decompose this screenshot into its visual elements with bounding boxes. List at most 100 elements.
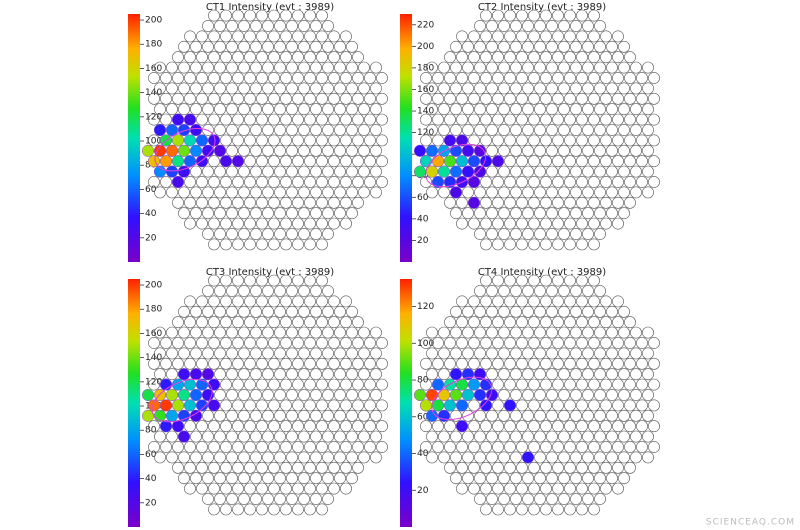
camera-pixel bbox=[624, 155, 636, 168]
camera-pixel bbox=[516, 295, 528, 308]
camera-pixel bbox=[322, 207, 334, 220]
camera-pixel bbox=[214, 305, 226, 318]
camera-pixel bbox=[522, 61, 534, 74]
camera-pixel bbox=[346, 61, 358, 74]
camera-pixel bbox=[594, 430, 606, 443]
camera-pixel bbox=[618, 207, 630, 220]
camera-pixel bbox=[232, 420, 244, 433]
camera-pixel bbox=[262, 409, 274, 422]
camera-pixel bbox=[166, 82, 178, 95]
camera-pixel bbox=[444, 196, 456, 209]
camera-pixel bbox=[540, 176, 552, 188]
camera-pixel bbox=[220, 113, 232, 126]
hit-pixel bbox=[201, 144, 215, 157]
camera-pixel bbox=[316, 51, 328, 64]
hit-pixel bbox=[491, 155, 505, 168]
camera-pixel bbox=[202, 61, 214, 74]
camera-pixel bbox=[292, 461, 304, 474]
camera-pixel bbox=[328, 482, 340, 495]
camera-pixel bbox=[606, 451, 618, 464]
camera-pixel bbox=[546, 493, 558, 505]
hit-pixel bbox=[219, 155, 233, 168]
camera-pixel bbox=[244, 378, 256, 391]
camera-pixel bbox=[474, 228, 486, 240]
camera-pixel bbox=[208, 337, 220, 349]
camera-pixel bbox=[178, 451, 190, 464]
camera-pixel bbox=[352, 134, 364, 147]
camera-pixel bbox=[558, 285, 570, 297]
camera-pixel bbox=[480, 113, 492, 126]
hit-pixel bbox=[443, 134, 457, 147]
camera-pixel bbox=[208, 9, 220, 22]
camera-pixel bbox=[172, 72, 184, 84]
camera-pixel bbox=[190, 451, 202, 464]
camera-pixel bbox=[220, 30, 232, 43]
camera-pixel bbox=[432, 92, 444, 105]
camera-pixel bbox=[244, 316, 256, 329]
camera-pixel bbox=[280, 30, 292, 43]
camera-pixel bbox=[160, 92, 172, 105]
camera-pixel bbox=[220, 441, 232, 453]
camera-pixel bbox=[612, 72, 624, 84]
camera-pixel bbox=[292, 9, 304, 22]
camera-pixel bbox=[474, 326, 486, 339]
camera-pixel bbox=[564, 72, 576, 84]
camera-pixel bbox=[256, 337, 268, 349]
camera-pixel bbox=[274, 409, 286, 422]
camera-pixel bbox=[340, 378, 352, 391]
camera-pixel bbox=[630, 186, 642, 199]
camera-pixel bbox=[220, 51, 232, 64]
hit-pixel bbox=[413, 165, 427, 178]
camera-pixel bbox=[462, 186, 474, 199]
camera-pixel bbox=[190, 103, 202, 116]
camera-pixel bbox=[172, 337, 184, 349]
camera-pixel bbox=[522, 368, 534, 381]
camera-pixel bbox=[594, 347, 606, 360]
camera-pixel bbox=[250, 285, 262, 297]
camera-pixel bbox=[220, 337, 232, 349]
camera-pixel bbox=[600, 92, 612, 105]
camera-pixel bbox=[624, 134, 636, 147]
camera-pixel bbox=[540, 51, 552, 64]
camera-pixel bbox=[292, 295, 304, 308]
camera-pixel bbox=[432, 441, 444, 453]
camera-pixel bbox=[498, 368, 510, 381]
camera-pixel bbox=[552, 51, 564, 64]
camera-pixel bbox=[504, 503, 516, 516]
camera-pixel bbox=[346, 451, 358, 464]
camera-pixel bbox=[570, 326, 582, 339]
camera-pixel bbox=[588, 295, 600, 308]
camera-pixel bbox=[364, 357, 376, 370]
camera-pixel bbox=[268, 378, 280, 391]
camera-pixel bbox=[636, 378, 648, 391]
camera-pixel bbox=[480, 461, 492, 474]
camera-pixel bbox=[184, 420, 196, 433]
camera-pixel bbox=[558, 207, 570, 220]
camera-pixel bbox=[250, 493, 262, 505]
camera-pixel bbox=[456, 441, 468, 453]
camera-pixel bbox=[214, 347, 226, 360]
camera-pixel bbox=[552, 72, 564, 84]
camera-pixel bbox=[426, 430, 438, 443]
camera-pixel bbox=[450, 61, 462, 74]
camera-pixel bbox=[178, 207, 190, 220]
camera-pixel bbox=[468, 420, 480, 433]
camera-pixel bbox=[582, 409, 594, 422]
camera-pixel bbox=[492, 316, 504, 329]
camera-pixel bbox=[582, 165, 594, 178]
camera-pixel bbox=[310, 285, 322, 297]
camera-pixel bbox=[262, 40, 274, 53]
camera-pixel bbox=[456, 217, 468, 230]
camera-pixel bbox=[190, 165, 202, 178]
camera-pixel bbox=[546, 103, 558, 116]
camera-pixel bbox=[492, 92, 504, 105]
camera-pixel bbox=[304, 274, 316, 287]
camera-pixel bbox=[594, 228, 606, 240]
camera-pixel bbox=[292, 155, 304, 168]
camera-pixel bbox=[642, 124, 654, 136]
camera-pixel bbox=[292, 378, 304, 391]
camera-pixel bbox=[268, 134, 280, 147]
camera-pixel bbox=[328, 420, 340, 433]
camera-pixel bbox=[462, 409, 474, 422]
camera-pixel bbox=[474, 40, 486, 53]
